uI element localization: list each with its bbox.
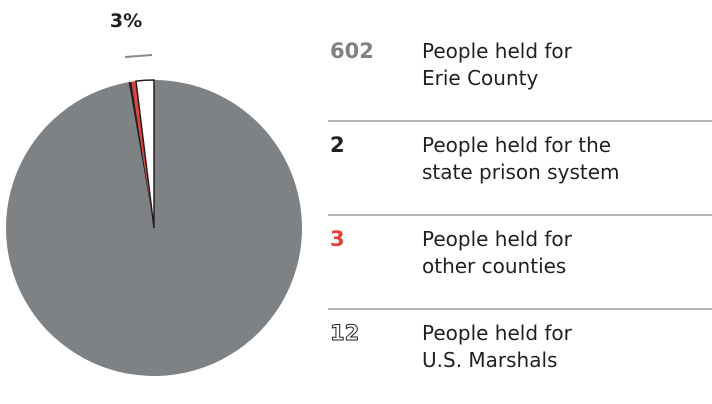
- legend-line-2: state prison system: [422, 159, 712, 186]
- legend-value: 12: [330, 321, 359, 345]
- annotation-leader-line: [125, 55, 152, 57]
- legend-line-2: other counties: [422, 253, 712, 280]
- legend-description: People held for U.S. Marshals: [422, 320, 712, 374]
- legend-row-erie: 602 People held for Erie County: [328, 28, 712, 122]
- annotation-label: 3%: [110, 10, 142, 32]
- legend-line-1: People held for: [422, 320, 712, 347]
- legend-description: People held for other counties: [422, 226, 712, 280]
- legend-value: 2: [330, 133, 345, 157]
- legend-description: People held for Erie County: [422, 38, 712, 92]
- legend-value: 602: [330, 39, 374, 63]
- legend-row-state-prison: 2 People held for the state prison syste…: [328, 122, 712, 216]
- pie-chart: 3%: [0, 0, 310, 381]
- legend-line-1: People held for: [422, 38, 712, 65]
- pie-svg: 3%: [0, 0, 310, 381]
- legend: 602 People held for Erie County 2 People…: [328, 28, 712, 404]
- legend-line-1: People held for the: [422, 132, 712, 159]
- legend-row-other-counties: 3 People held for other counties: [328, 216, 712, 310]
- legend-row-us-marshals: 12 People held for U.S. Marshals: [328, 310, 712, 404]
- legend-line-2: U.S. Marshals: [422, 347, 712, 374]
- legend-line-1: People held for: [422, 226, 712, 253]
- legend-line-2: Erie County: [422, 65, 712, 92]
- legend-description: People held for the state prison system: [422, 132, 712, 186]
- legend-value: 3: [330, 227, 345, 251]
